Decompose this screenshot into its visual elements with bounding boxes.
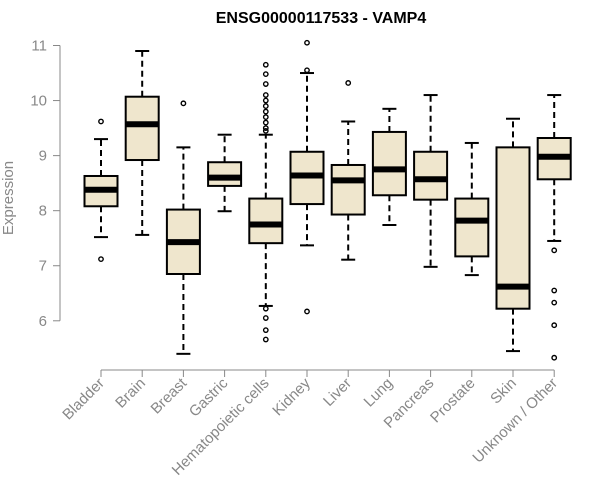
outlier-point — [262, 119, 269, 126]
box-group — [413, 94, 449, 268]
iqr-box — [207, 161, 243, 187]
x-tick-label: Brain — [112, 375, 149, 412]
outlier-point — [98, 118, 104, 125]
iqr-box — [330, 163, 366, 216]
box-group — [124, 50, 160, 236]
outlier-point — [262, 92, 269, 98]
y-axis-label: Expression — [0, 161, 17, 235]
y-tick-label: 10 — [30, 93, 47, 110]
x-tick-label: Skin — [487, 375, 520, 408]
x-tick-label: Breast — [148, 374, 191, 417]
outlier-point — [551, 247, 558, 254]
outlier-point — [262, 127, 269, 134]
outlier-point — [345, 80, 352, 86]
outlier-point — [551, 287, 558, 294]
outlier-point — [262, 71, 269, 78]
boxes-layer — [83, 39, 572, 361]
outlier-point — [304, 67, 310, 74]
outlier-point — [262, 305, 269, 312]
outlier-point — [262, 114, 269, 120]
y-tick-label: 8 — [39, 203, 47, 220]
iqr-box — [454, 197, 490, 258]
box-group — [330, 80, 366, 261]
y-tick-label: 9 — [39, 148, 47, 165]
box-group — [165, 100, 201, 355]
outlier-point — [304, 39, 310, 46]
x-tick-label: Kidney — [269, 374, 314, 419]
box-group — [289, 39, 325, 315]
box-group — [248, 61, 284, 343]
outlier-point — [551, 354, 558, 361]
outlier-point — [262, 315, 269, 321]
y-tick-label: 6 — [39, 313, 47, 330]
outlier-point — [262, 125, 269, 131]
x-tick-label: Prostate — [427, 375, 479, 427]
y-axis: 6 7 8 9 10 11 — [30, 38, 61, 330]
y-tick-label: 11 — [31, 38, 47, 55]
outlier-point — [262, 108, 269, 115]
box-group — [371, 107, 407, 226]
outlier-point — [262, 103, 269, 109]
outlier-point — [551, 322, 558, 329]
outlier-point — [262, 327, 269, 334]
x-tick-label: Liver — [320, 375, 355, 410]
outlier-point — [98, 256, 104, 263]
iqr-box — [495, 146, 531, 310]
x-tick-label: Lung — [361, 375, 397, 411]
outlier-point — [262, 81, 269, 87]
outlier-point — [304, 308, 310, 315]
box-group — [454, 141, 490, 277]
chart-title: ENSG00000117533 - VAMP4 — [216, 10, 427, 27]
box-group — [207, 133, 243, 213]
iqr-box — [248, 197, 284, 245]
iqr-box — [371, 130, 407, 197]
box-group — [536, 94, 572, 361]
outlier-point — [262, 61, 269, 68]
outlier-point — [262, 97, 269, 104]
outlier-point — [180, 100, 187, 107]
iqr-box — [413, 150, 449, 201]
box-group — [83, 118, 119, 263]
outlier-point — [551, 299, 558, 306]
box-group — [495, 117, 531, 353]
y-tick-label: 7 — [39, 258, 47, 275]
outlier-point — [262, 336, 269, 343]
iqr-box — [124, 95, 160, 162]
x-tick-label: Bladder — [59, 375, 108, 424]
